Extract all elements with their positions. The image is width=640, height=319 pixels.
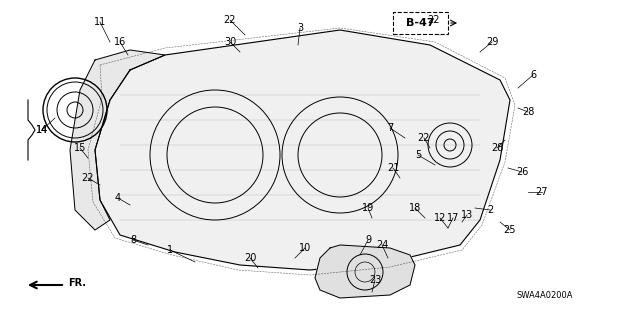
Text: 25: 25 — [504, 225, 516, 235]
Text: 22: 22 — [418, 133, 430, 143]
Text: 28: 28 — [522, 107, 534, 117]
Text: 16: 16 — [114, 37, 126, 47]
Text: 27: 27 — [536, 187, 548, 197]
Text: 13: 13 — [461, 210, 473, 220]
Text: 24: 24 — [376, 240, 388, 250]
Text: 5: 5 — [415, 150, 421, 160]
Text: 6: 6 — [530, 70, 536, 80]
Text: 29: 29 — [486, 37, 498, 47]
Text: 17: 17 — [447, 213, 459, 223]
Text: SWA4A0200A: SWA4A0200A — [516, 291, 573, 300]
Text: 15: 15 — [74, 143, 86, 153]
Polygon shape — [70, 50, 165, 230]
Text: 2: 2 — [487, 205, 493, 215]
Text: 23: 23 — [369, 275, 381, 285]
Polygon shape — [315, 245, 415, 298]
Text: 14: 14 — [36, 125, 48, 135]
Text: 22: 22 — [224, 15, 236, 25]
Text: 22: 22 — [428, 15, 440, 25]
Text: 20: 20 — [244, 253, 256, 263]
Text: 26: 26 — [516, 167, 528, 177]
Text: 28: 28 — [491, 143, 503, 153]
Text: 11: 11 — [94, 17, 106, 27]
Text: 8: 8 — [130, 235, 136, 245]
Text: 9: 9 — [365, 235, 371, 245]
Text: FR.: FR. — [68, 278, 86, 288]
Text: B-47: B-47 — [406, 18, 435, 28]
Text: 30: 30 — [224, 37, 236, 47]
Text: 12: 12 — [434, 213, 446, 223]
Text: 19: 19 — [362, 203, 374, 213]
Polygon shape — [95, 30, 510, 270]
Text: 21: 21 — [387, 163, 399, 173]
Text: 14: 14 — [36, 125, 48, 135]
Text: 1: 1 — [167, 245, 173, 255]
Text: 22: 22 — [82, 173, 94, 183]
Text: 7: 7 — [387, 123, 393, 133]
Text: 10: 10 — [299, 243, 311, 253]
Text: 3: 3 — [297, 23, 303, 33]
Text: 4: 4 — [115, 193, 121, 203]
Text: 18: 18 — [409, 203, 421, 213]
FancyBboxPatch shape — [393, 12, 448, 34]
